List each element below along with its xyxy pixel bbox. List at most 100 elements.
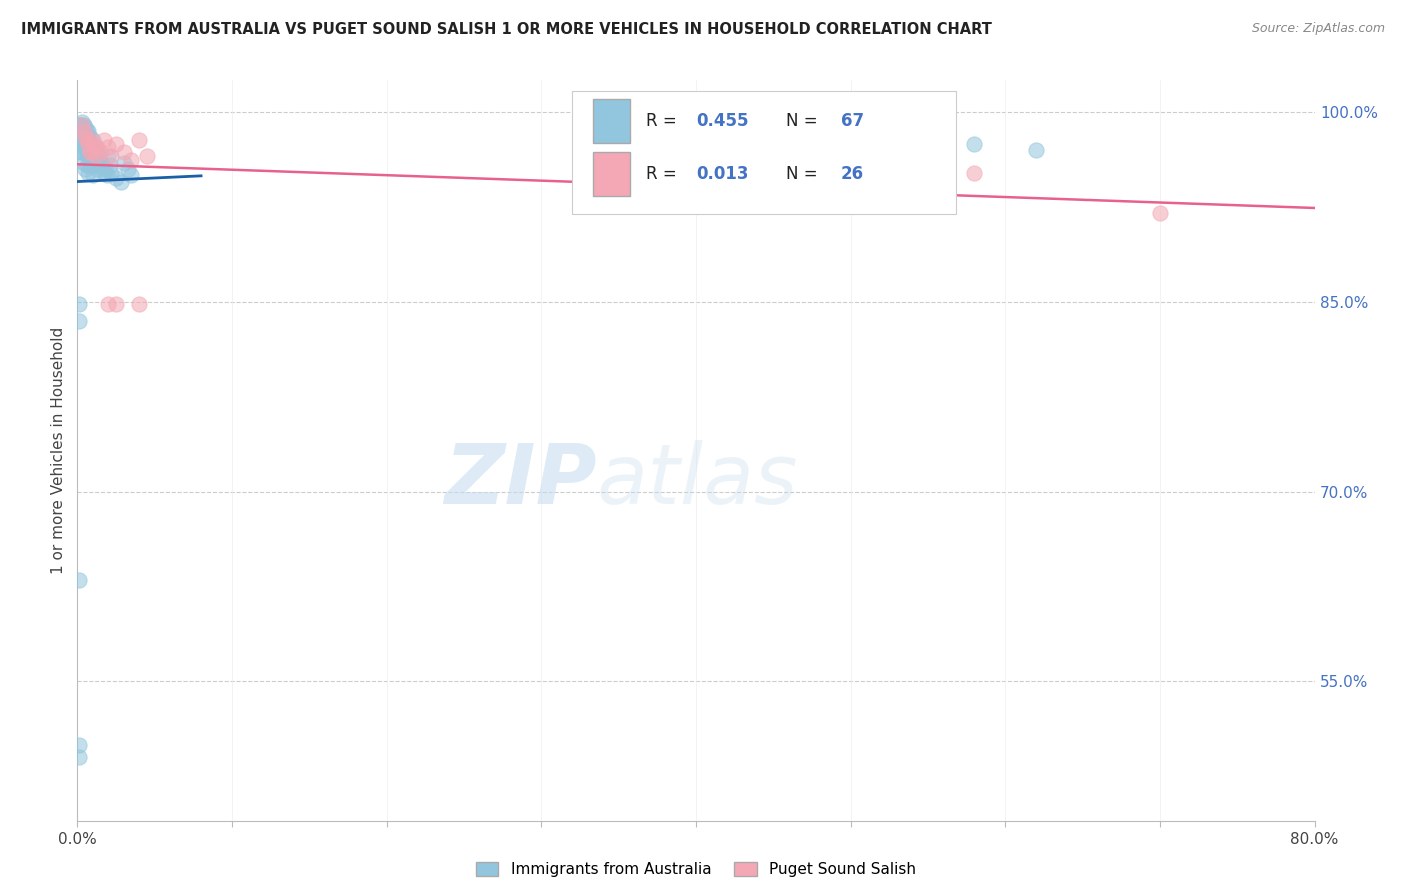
Point (100, 149, 122, 163)
Point (90, 155, 112, 169)
Point (70, 124, 93, 138)
Point (72, 118, 94, 132)
Point (94, 161, 117, 176)
Point (83, 143, 105, 157)
Point (77, 149, 100, 163)
Point (117, 161, 139, 176)
Point (72, 155, 94, 169)
Point (84, 155, 107, 169)
Point (79, 145, 101, 160)
Point (67, 130, 90, 145)
Text: 26: 26 (841, 165, 863, 183)
Point (79, 158, 101, 172)
Point (110, 175, 132, 189)
Text: R =: R = (647, 112, 682, 130)
Point (75, 120, 96, 134)
Point (93, 133, 115, 147)
Point (75, 145, 96, 160)
Point (76, 158, 98, 172)
Point (69, 118, 91, 132)
Text: N =: N = (786, 165, 823, 183)
Text: ZIP: ZIP (444, 440, 598, 521)
Point (80, 136, 103, 151)
Point (90, 145, 112, 160)
Point (121, 168, 143, 182)
Point (112, 145, 135, 160)
Point (86, 140, 108, 154)
Point (79, 145, 101, 160)
Point (91, 158, 114, 172)
Point (128, 133, 150, 147)
FancyBboxPatch shape (593, 152, 630, 196)
Text: 67: 67 (841, 112, 863, 130)
Point (67, 118, 90, 132)
Point (70, 118, 93, 132)
Point (105, 297, 128, 311)
Point (75, 161, 96, 176)
Y-axis label: 1 or more Vehicles in Household: 1 or more Vehicles in Household (51, 326, 66, 574)
Point (70, 145, 93, 160)
Point (80, 155, 103, 169)
FancyBboxPatch shape (572, 91, 956, 213)
Point (70, 136, 93, 151)
Point (77, 124, 100, 138)
Point (67, 738, 90, 752)
Point (80, 133, 103, 147)
Point (83, 158, 105, 172)
Point (1025, 143, 1047, 157)
Point (75, 127, 96, 141)
Point (128, 297, 150, 311)
Point (84, 149, 107, 163)
Point (75, 133, 96, 147)
Point (97, 297, 120, 311)
Point (97, 149, 120, 163)
Point (76, 143, 98, 157)
Point (82, 133, 104, 147)
Legend: Immigrants from Australia, Puget Sound Salish: Immigrants from Australia, Puget Sound S… (470, 856, 922, 883)
Text: 0.013: 0.013 (696, 165, 748, 183)
Text: Source: ZipAtlas.com: Source: ZipAtlas.com (1251, 22, 1385, 36)
Point (70, 130, 93, 145)
Point (87, 149, 110, 163)
Point (70, 115, 93, 129)
Point (72, 124, 94, 138)
Text: N =: N = (786, 112, 823, 130)
Point (82, 136, 104, 151)
Point (98, 158, 121, 172)
Point (69, 130, 91, 145)
Point (112, 155, 135, 169)
Point (82, 168, 104, 182)
Point (70, 120, 93, 134)
Point (97, 140, 120, 154)
Text: atlas: atlas (598, 440, 799, 521)
Point (72, 133, 94, 147)
FancyBboxPatch shape (593, 99, 630, 144)
Point (96, 168, 118, 182)
Point (76, 130, 98, 145)
Point (136, 149, 159, 163)
Point (75, 130, 96, 145)
Point (105, 136, 128, 151)
Point (77, 133, 100, 147)
Point (72, 124, 94, 138)
Point (67, 297, 90, 311)
Point (77, 136, 100, 151)
Point (69, 145, 91, 160)
Point (76, 133, 98, 147)
Point (67, 136, 90, 151)
Point (121, 153, 143, 167)
Point (83, 143, 105, 157)
Text: R =: R = (647, 165, 682, 183)
Point (69, 124, 91, 138)
Point (1149, 206, 1171, 220)
Point (79, 130, 101, 145)
Point (86, 161, 108, 176)
Point (105, 170, 128, 185)
Point (77, 166, 100, 180)
Point (93, 166, 115, 180)
Point (100, 166, 122, 180)
Point (67, 124, 90, 138)
Text: IMMIGRANTS FROM AUSTRALIA VS PUGET SOUND SALISH 1 OR MORE VEHICLES IN HOUSEHOLD : IMMIGRANTS FROM AUSTRALIA VS PUGET SOUND… (21, 22, 993, 37)
Point (84, 140, 107, 154)
Point (86, 145, 108, 160)
